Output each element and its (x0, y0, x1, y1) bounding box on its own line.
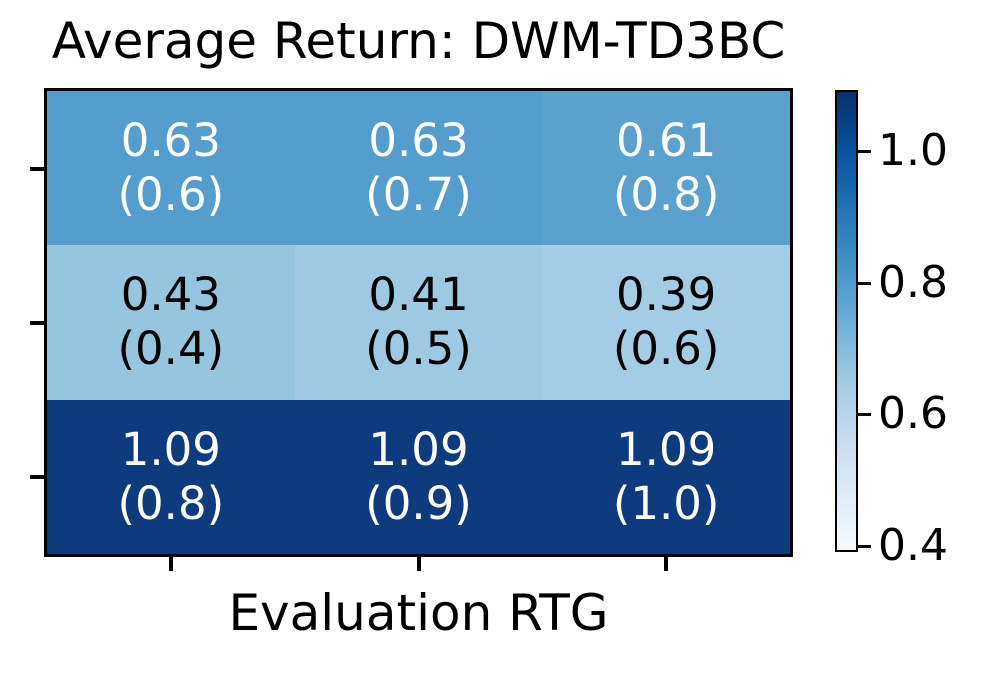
cell-subvalue: (0.6) (117, 168, 225, 222)
cell-value: 0.63 (120, 114, 221, 168)
y-axis-tick (30, 167, 44, 171)
heatmap-cell: 1.09 (1.0) (542, 399, 790, 554)
colorbar-tick-label: 0.6 (878, 388, 948, 439)
colorbar-tick-label: 0.8 (878, 257, 948, 308)
colorbar-tick (858, 545, 871, 548)
heatmap-cell: 0.43 (0.4) (47, 245, 295, 400)
x-axis-tick (417, 557, 421, 571)
colorbar-gradient (835, 90, 858, 552)
cell-annotation: 1.09 (1.0) (613, 423, 720, 531)
heatmap-cell: 1.09 (0.8) (47, 399, 295, 554)
cell-subvalue: (0.7) (365, 168, 472, 222)
cell-annotation: 0.63 (0.7) (365, 114, 472, 222)
cell-annotation: 0.41 (0.5) (365, 268, 472, 376)
cell-value: 0.61 (616, 114, 717, 168)
cell-subvalue: (1.0) (612, 476, 720, 530)
cell-value: 0.43 (120, 268, 221, 322)
cell-annotation: 1.09 (0.9) (365, 423, 472, 531)
cell-subvalue: (0.8) (117, 476, 225, 530)
cell-subvalue: (0.6) (612, 322, 720, 376)
heatmap-grid: 0.63 (0.6) 0.63 (0.7) 0.61 (0.8) 0.43 (0… (44, 88, 793, 557)
cell-value: 1.09 (368, 422, 469, 476)
chart-title: Average Return: DWM-TD3BC (51, 12, 786, 70)
cell-value: 0.41 (368, 268, 469, 322)
cell-annotation: 0.39 (0.6) (613, 268, 720, 376)
y-axis-tick (30, 475, 44, 479)
colorbar-tick (858, 413, 871, 416)
cell-annotation: 0.63 (0.6) (117, 114, 224, 222)
heatmap-cell: 0.63 (0.7) (294, 91, 543, 246)
cell-value: 1.09 (120, 422, 221, 476)
colorbar-tick-label: 0.4 (878, 520, 948, 571)
colorbar-tick (858, 150, 871, 153)
colorbar-tick-label: 1.0 (878, 125, 948, 176)
cell-subvalue: (0.5) (365, 322, 472, 376)
colorbar-tick (858, 282, 871, 285)
cell-value: 1.09 (616, 422, 717, 476)
x-axis-label: Evaluation RTG (228, 584, 609, 642)
y-axis-tick (30, 321, 44, 325)
cell-subvalue: (0.9) (365, 476, 472, 530)
cell-subvalue: (0.8) (612, 168, 720, 222)
x-axis-tick (664, 557, 668, 571)
cell-annotation: 0.43 (0.4) (117, 268, 224, 376)
heatmap-cell: 0.39 (0.6) (542, 245, 790, 400)
heatmap-cell: 1.09 (0.9) (294, 399, 543, 554)
cell-annotation: 1.09 (0.8) (117, 423, 224, 531)
heatmap-cell: 0.41 (0.5) (294, 245, 543, 400)
cell-value: 0.63 (368, 114, 469, 168)
x-axis-tick (169, 557, 173, 571)
heatmap-cell: 0.63 (0.6) (47, 91, 295, 246)
heatmap-cell: 0.61 (0.8) (542, 91, 790, 246)
cell-subvalue: (0.4) (117, 322, 225, 376)
cell-value: 0.39 (616, 268, 717, 322)
cell-annotation: 0.61 (0.8) (613, 114, 720, 222)
